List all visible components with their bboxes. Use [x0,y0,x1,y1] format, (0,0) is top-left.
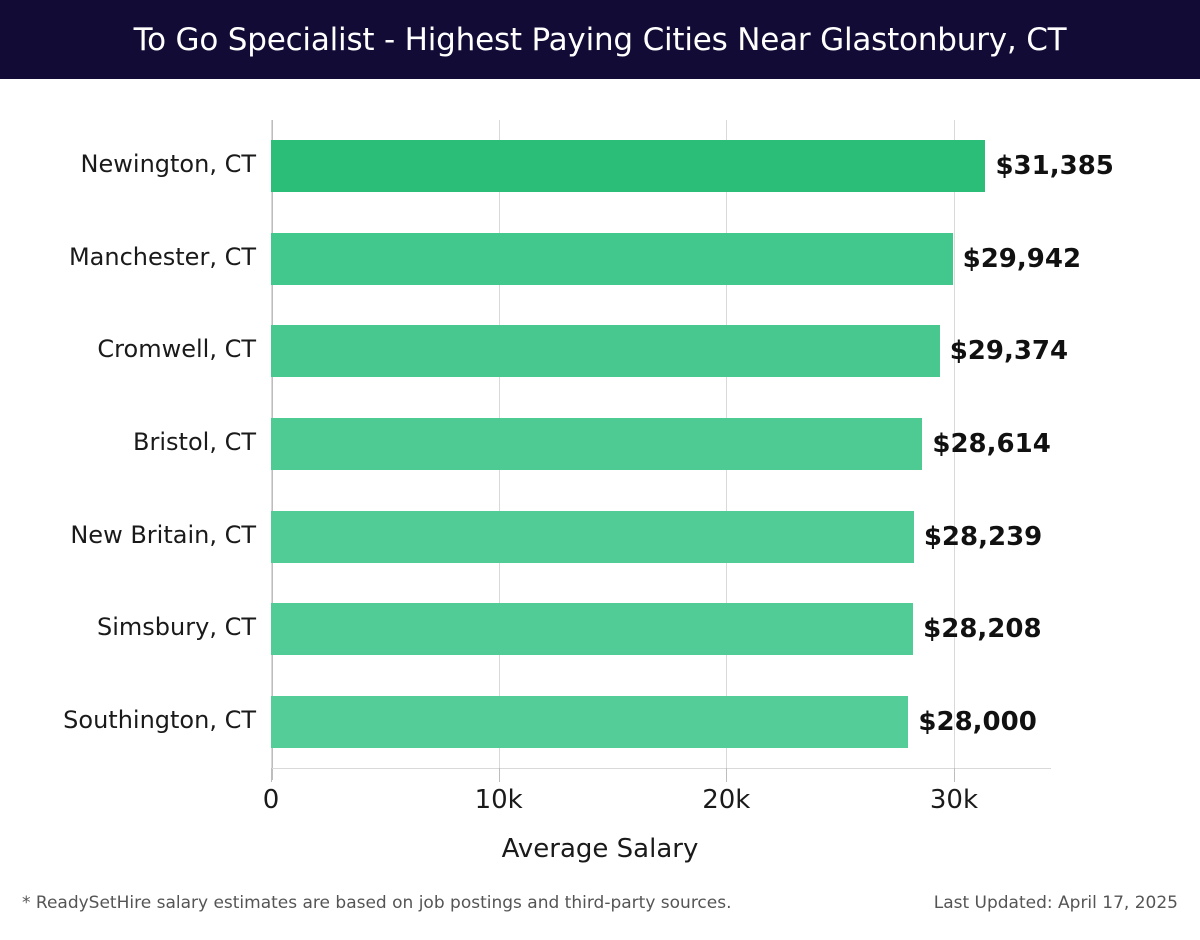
category-label: Newington, CT [80,150,256,179]
category-axis-labels: Newington, CT Manchester, CT Cromwell, CT B… [0,120,256,768]
bar[interactable] [271,695,909,748]
bar-value-label: $28,000 [918,706,1037,737]
bar-value-label: $28,239 [923,521,1043,552]
page-title: To Go Specialist - Highest Paying Cities… [133,21,1067,58]
bar-row[interactable]: $31,385 [271,140,1114,193]
bar-row[interactable]: $29,942 [271,232,1081,285]
category-label: Simsbury, CT [97,613,256,642]
bar[interactable] [271,232,953,285]
category-label: Cromwell, CT [97,335,256,364]
x-axis-title: Average Salary [501,834,699,864]
bar[interactable] [271,510,914,563]
x-tick-mark [271,768,272,782]
bar[interactable] [271,418,923,470]
bar-value-label: $28,208 [923,614,1042,645]
footer: * ReadySetHire salary estimates are base… [0,893,1200,940]
bar[interactable] [271,140,986,193]
category-label: Manchester, CT [68,242,256,271]
plot-area: $31,385 $29,942 $29,374 $28,614 $28,239 $28,2… [271,120,1114,780]
gridline [953,120,955,768]
x-tick-label: 20k [702,785,751,815]
bar-value-label: $28,614 [932,429,1051,459]
footer-disclaimer: * ReadySetHire salary estimates are base… [22,893,732,913]
footer-last-updated: Last Updated: April 17, 2025 [933,893,1178,913]
bar-value-label: $31,385 [995,151,1114,182]
bar-row[interactable]: $28,000 [271,695,1045,748]
category-label: Southington, CT [63,705,256,734]
bar-row[interactable]: $28,239 [271,510,1045,563]
x-tick-mark [498,768,500,782]
bar[interactable] [271,603,914,656]
bar-value-label: $29,942 [962,243,1082,274]
bar-row[interactable]: $29,374 [271,325,1068,378]
bar-row[interactable]: $28,208 [271,603,1045,656]
x-tick-label: 0 [262,785,280,815]
header-band: To Go Specialist - Highest Paying Cities… [0,0,1200,79]
category-label: Bristol, CT [133,428,256,456]
category-label: New Britain, CT [70,520,256,549]
bar-row[interactable]: $28,614 [271,418,1051,470]
x-tick-label: 10k [474,785,523,815]
bar-value-label: $29,374 [949,336,1069,367]
x-tick-label: 30k [929,785,979,815]
x-axis-line [271,768,1051,769]
x-tick-mark [953,768,955,782]
bar[interactable] [271,325,940,378]
x-tick-mark [726,768,728,782]
chart-canvas: Newington, CT Manchester, CT Cromwell, CT B… [0,79,1200,869]
